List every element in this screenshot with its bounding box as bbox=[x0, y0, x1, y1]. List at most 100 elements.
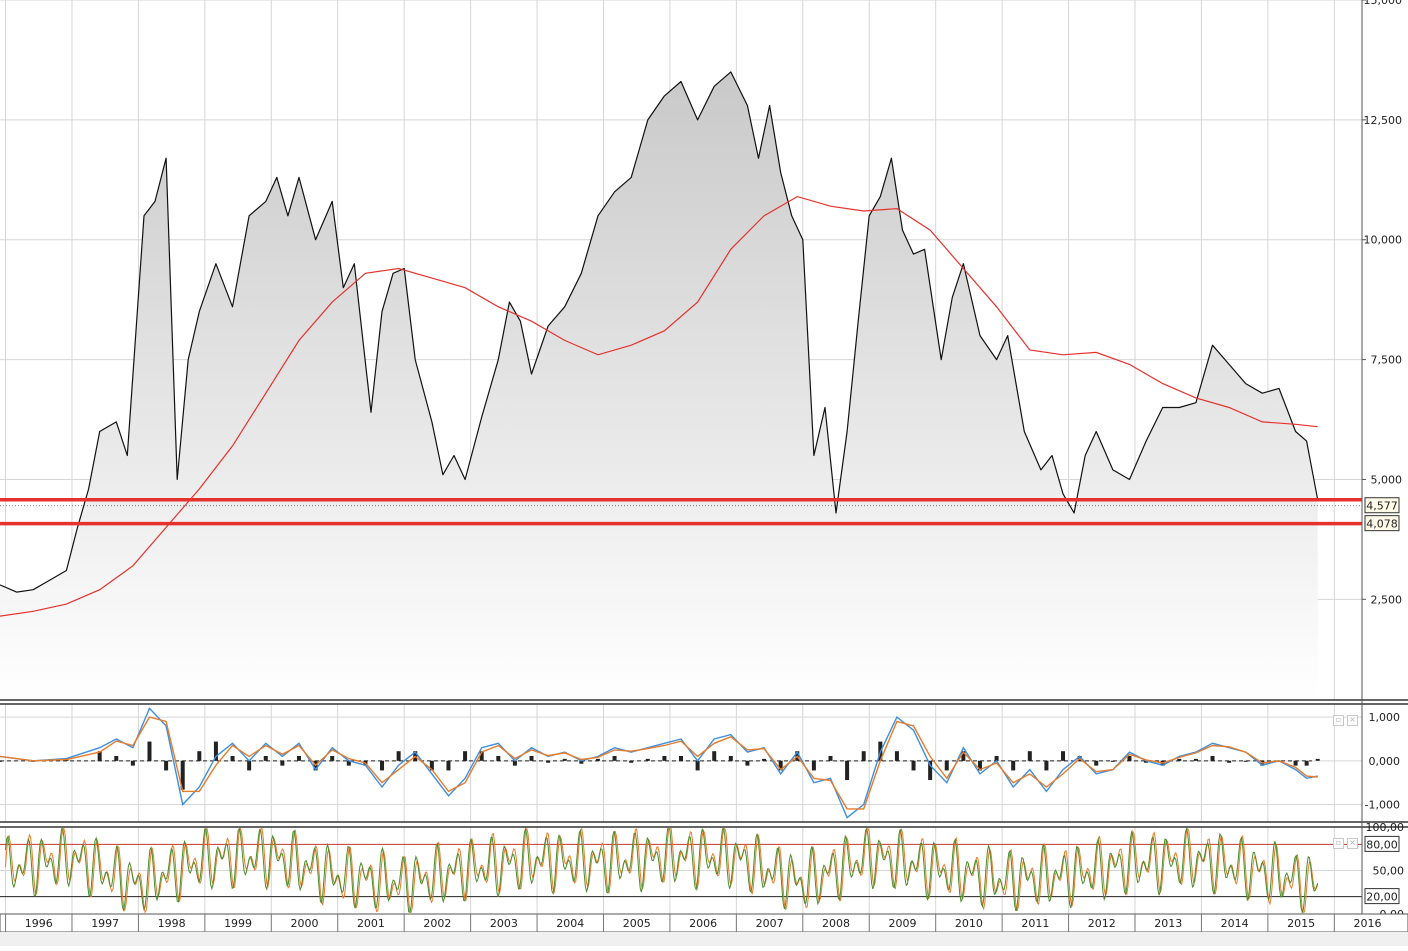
macd-histogram-bar bbox=[164, 760, 169, 771]
macd-histogram-bar bbox=[429, 760, 434, 771]
macd-histogram-bar bbox=[463, 751, 468, 761]
macd-histogram-bar bbox=[1293, 760, 1298, 766]
macd-histogram-bar bbox=[894, 751, 899, 761]
macd-histogram-bar bbox=[1243, 760, 1248, 762]
macd-histogram-bar bbox=[280, 760, 285, 766]
macd-histogram-bar bbox=[1144, 760, 1149, 763]
price-area-fill bbox=[0, 71, 1318, 700]
price-tick-label: 7,500 bbox=[1371, 354, 1403, 367]
macd-histogram-bar bbox=[213, 741, 218, 761]
x-tick-label: 2003 bbox=[490, 917, 518, 930]
macd-histogram-bar bbox=[546, 760, 551, 763]
macd-histogram-bar bbox=[1027, 751, 1032, 761]
macd-histogram-bar bbox=[147, 741, 152, 761]
macd-histogram-bar bbox=[130, 760, 135, 766]
macd-histogram-bar bbox=[695, 760, 700, 771]
svg-text:4,078: 4,078 bbox=[1366, 518, 1398, 531]
last-price-label: 4,577 bbox=[1364, 497, 1400, 514]
price-tick-label: 5,000 bbox=[1371, 473, 1403, 486]
macd-histogram-bar bbox=[1127, 756, 1132, 761]
macd-histogram-bar bbox=[662, 756, 667, 761]
macd-histogram-bar bbox=[762, 758, 767, 761]
x-tick-label: 2016 bbox=[1354, 917, 1382, 930]
macd-histogram-bar bbox=[380, 760, 385, 771]
x-tick-label: 1997 bbox=[91, 917, 119, 930]
macd-histogram-bar bbox=[512, 760, 517, 766]
macd-histogram-bar bbox=[97, 751, 102, 761]
panel-close-icon[interactable]: × bbox=[1347, 838, 1358, 849]
stoch-signal-line bbox=[5, 826, 1319, 914]
macd-signal-line bbox=[0, 716, 1318, 810]
x-tick-label: 2002 bbox=[423, 917, 451, 930]
stoch-tick-label: 50,00 bbox=[1373, 865, 1405, 878]
macd-histogram-bar bbox=[1177, 758, 1182, 761]
macd-tick-label: 0,000 bbox=[1369, 755, 1401, 768]
macd-histogram-bar bbox=[911, 760, 916, 771]
macd-histogram-bar bbox=[745, 760, 750, 766]
macd-histogram-bar bbox=[679, 756, 683, 761]
price-tick-label: 10,000 bbox=[1364, 234, 1403, 247]
macd-histogram-bar bbox=[230, 756, 235, 761]
x-tick-label: 2014 bbox=[1221, 917, 1249, 930]
macd-histogram-bar bbox=[629, 760, 634, 763]
macd-histogram-bar bbox=[928, 760, 933, 781]
macd-histogram-bar bbox=[296, 756, 301, 761]
x-tick-label: 2015 bbox=[1287, 917, 1315, 930]
x-tick-label: 2006 bbox=[689, 917, 717, 930]
x-tick-label: 2013 bbox=[1154, 917, 1182, 930]
price-tick-label: 15,000 bbox=[1364, 0, 1403, 7]
macd-histogram-bar bbox=[330, 756, 335, 761]
macd-tick-label: -1,000 bbox=[1365, 799, 1400, 812]
x-tick-label: 2001 bbox=[357, 917, 385, 930]
macd-histogram-bar bbox=[496, 756, 501, 761]
macd-histogram-bar bbox=[961, 751, 966, 761]
macd-histogram-bar bbox=[944, 760, 949, 771]
panel-restore-icon[interactable]: ▫ bbox=[1333, 838, 1344, 849]
price-tick-label: 12,500 bbox=[1364, 114, 1403, 127]
macd-histogram-bar bbox=[197, 751, 202, 761]
macd-histogram-bar bbox=[1061, 751, 1066, 761]
macd-histogram-bar bbox=[479, 751, 484, 761]
panel-restore-icon[interactable]: ▫ bbox=[1333, 715, 1344, 726]
macd-histogram-bar bbox=[645, 758, 650, 761]
macd-histogram-bar bbox=[612, 756, 617, 761]
macd-histogram-bar bbox=[1315, 758, 1320, 761]
macd-histogram-bar bbox=[247, 760, 252, 771]
macd-histogram-bar bbox=[861, 751, 866, 761]
macd-histogram-bar bbox=[1210, 756, 1215, 761]
macd-histogram-bar bbox=[1094, 760, 1099, 766]
svg-text:80,00: 80,00 bbox=[1366, 838, 1398, 851]
x-tick-label: 2000 bbox=[291, 917, 319, 930]
macd-histogram-bar bbox=[728, 756, 733, 761]
macd-histogram-bar bbox=[346, 760, 351, 766]
x-tick-label: 1996 bbox=[25, 917, 53, 930]
macd-histogram-bar bbox=[1304, 760, 1309, 766]
macd-histogram-bar bbox=[845, 760, 850, 781]
macd-histogram-bar bbox=[263, 756, 268, 761]
panel-close-icon[interactable]: × bbox=[1347, 715, 1358, 726]
macd-histogram-bar bbox=[778, 760, 783, 771]
macd-histogram-bar bbox=[712, 751, 717, 761]
x-tick-label: 2005 bbox=[623, 917, 651, 930]
x-tick-label: 1999 bbox=[224, 917, 252, 930]
macd-histogram-bar bbox=[828, 756, 833, 761]
svg-text:20,00: 20,00 bbox=[1366, 891, 1398, 904]
macd-histogram-bar bbox=[562, 758, 567, 761]
macd-histogram-bar bbox=[994, 756, 999, 761]
macd-histogram-bar bbox=[977, 760, 982, 771]
macd-histogram-bar bbox=[396, 751, 401, 761]
x-tick-label: 2012 bbox=[1088, 917, 1116, 930]
macd-tick-label: 1,000 bbox=[1369, 711, 1401, 724]
svg-text:4,577: 4,577 bbox=[1366, 500, 1398, 513]
macd-histogram-bar bbox=[180, 760, 185, 790]
x-tick-label: 2004 bbox=[556, 917, 584, 930]
macd-histogram-bar bbox=[114, 756, 119, 761]
macd-histogram-bar bbox=[579, 760, 584, 764]
x-tick-label: 2008 bbox=[822, 917, 850, 930]
x-tick-label: 1998 bbox=[158, 917, 186, 930]
moving-average-line bbox=[0, 195, 1318, 617]
support-price-label: 4,078 bbox=[1364, 515, 1400, 532]
macd-histogram-bar bbox=[1011, 760, 1016, 771]
